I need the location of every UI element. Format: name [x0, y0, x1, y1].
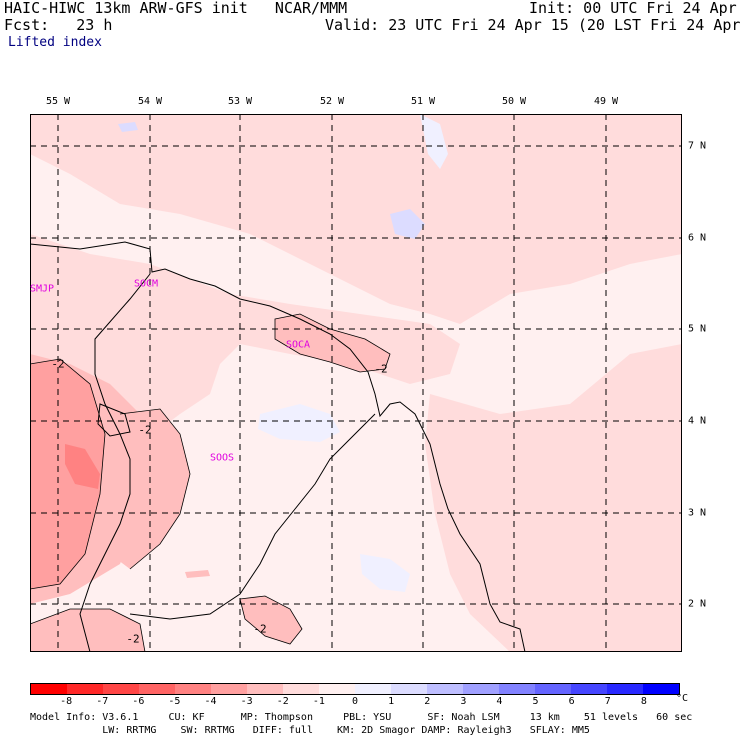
lon-label-53w: 53 W: [227, 96, 253, 107]
colorbar: [30, 683, 680, 695]
lat-label-3n: 3 N: [688, 507, 707, 519]
forecast-hour: Fcst: 23 h: [4, 16, 113, 34]
shade-blue-2: [390, 209, 425, 239]
station-socm: SOCM: [133, 278, 159, 290]
colorbar-swatch: [319, 684, 355, 694]
lat-label-5n: 5 N: [688, 323, 707, 335]
contour-label: -2: [253, 622, 267, 636]
shade-soca: [275, 314, 390, 372]
colorbar-tick-label: 4: [496, 696, 503, 707]
colorbar-swatch: [355, 684, 391, 694]
colorbar-swatch: [67, 684, 103, 694]
shade-blue-3: [258, 404, 340, 442]
lat-label-2n: 2 N: [688, 598, 707, 610]
colorbar-swatch: [247, 684, 283, 694]
colorbar-tick-label: -3: [240, 696, 253, 707]
valid-time: Valid: 23 UTC Fri 24 Apr 15 (20 LST Fri …: [325, 16, 740, 34]
station-soos: SOOS: [209, 452, 235, 464]
footer-model-info: Model Info: V3.6.1 CU: KF MP: Thompson P…: [30, 712, 693, 723]
colorbar-tick-label: 2: [424, 696, 431, 707]
shade-small-blob: [185, 570, 210, 578]
colorbar-swatch: [103, 684, 139, 694]
colorbar-tick-label: 7: [604, 696, 611, 707]
colorbar-tick-label: 8: [640, 696, 647, 707]
lat-label-4n: 4 N: [688, 415, 707, 427]
border-guiana-brazil: [129, 413, 376, 620]
border-suriname-guyana: [79, 273, 151, 652]
lat-label-7n: 7 N: [688, 140, 707, 152]
colorbar-tick-label: -4: [204, 696, 217, 707]
lon-label-49w: 49 W: [593, 96, 619, 107]
colorbar-swatch: [139, 684, 175, 694]
shade-peak-west: [65, 444, 100, 489]
colorbar-swatch: [175, 684, 211, 694]
lon-label-51w: 51 W: [410, 96, 436, 107]
colorbar-unit: °C: [676, 693, 689, 704]
shade-south-blob: [240, 596, 302, 644]
lon-label-50w: 50 W: [501, 96, 527, 107]
model-title: HAIC-HIWC 13km ARW-GFS init NCAR/MMM: [4, 0, 348, 17]
lon-label-54w: 54 W: [137, 96, 163, 107]
colorbar-swatch: [499, 684, 535, 694]
colorbar-swatch: [643, 684, 679, 694]
colorbar-tick-label: 6: [568, 696, 575, 707]
contour-minus2: [30, 313, 391, 652]
field-name: Lifted index: [8, 35, 102, 50]
shade-strong-west: [30, 359, 105, 589]
contour-label: -2: [51, 357, 65, 371]
contour-label: -2: [374, 362, 388, 376]
shade-blue-5: [118, 122, 138, 132]
colorbar-swatch: [283, 684, 319, 694]
colorbar-swatch: [463, 684, 499, 694]
map-frame: [30, 114, 682, 652]
footer-physics-info: LW: RRTMG SW: RRTMG DIFF: full KM: 2D Sm…: [30, 725, 590, 736]
coastline: [30, 241, 526, 652]
shade-blue-4: [360, 554, 410, 592]
colorbar-swatch: [427, 684, 463, 694]
colorbar-tick-label: -1: [312, 696, 325, 707]
colorbar-tick-label: -7: [96, 696, 109, 707]
lat-label-6n: 6 N: [688, 232, 707, 244]
colorbar-swatch: [535, 684, 571, 694]
shade-southwest-corner: [30, 609, 145, 652]
colorbar-tick-label: 3: [460, 696, 467, 707]
colorbar-tick-label: 5: [532, 696, 539, 707]
colorbar-tick-label: 1: [388, 696, 395, 707]
colorbar-swatch: [571, 684, 607, 694]
station-smjp: SMJP: [29, 283, 55, 295]
colorbar-swatch: [31, 684, 67, 694]
shade-north: [30, 114, 682, 324]
shade-blue-1: [420, 114, 448, 169]
colorbar-swatch: [391, 684, 427, 694]
lon-label-55w: 55 W: [45, 96, 71, 107]
colorbar-tick-label: -2: [276, 696, 289, 707]
colorbar-tick-label: -6: [132, 696, 145, 707]
graticule: [30, 114, 682, 652]
colorbar-tick-label: -8: [60, 696, 73, 707]
lon-label-52w: 52 W: [319, 96, 345, 107]
colorbar-swatch: [607, 684, 643, 694]
init-time: Init: 00 UTC Fri 24 Apr 15: [529, 0, 737, 17]
contour-label: -2: [138, 423, 152, 437]
station-soca: SOCA: [285, 339, 311, 351]
lifted-index-map: [30, 114, 682, 652]
colorbar-swatch: [211, 684, 247, 694]
contour-label: -2: [126, 632, 140, 646]
colorbar-tick-label: 0: [351, 696, 359, 707]
colorbar-tick-label: -5: [168, 696, 181, 707]
